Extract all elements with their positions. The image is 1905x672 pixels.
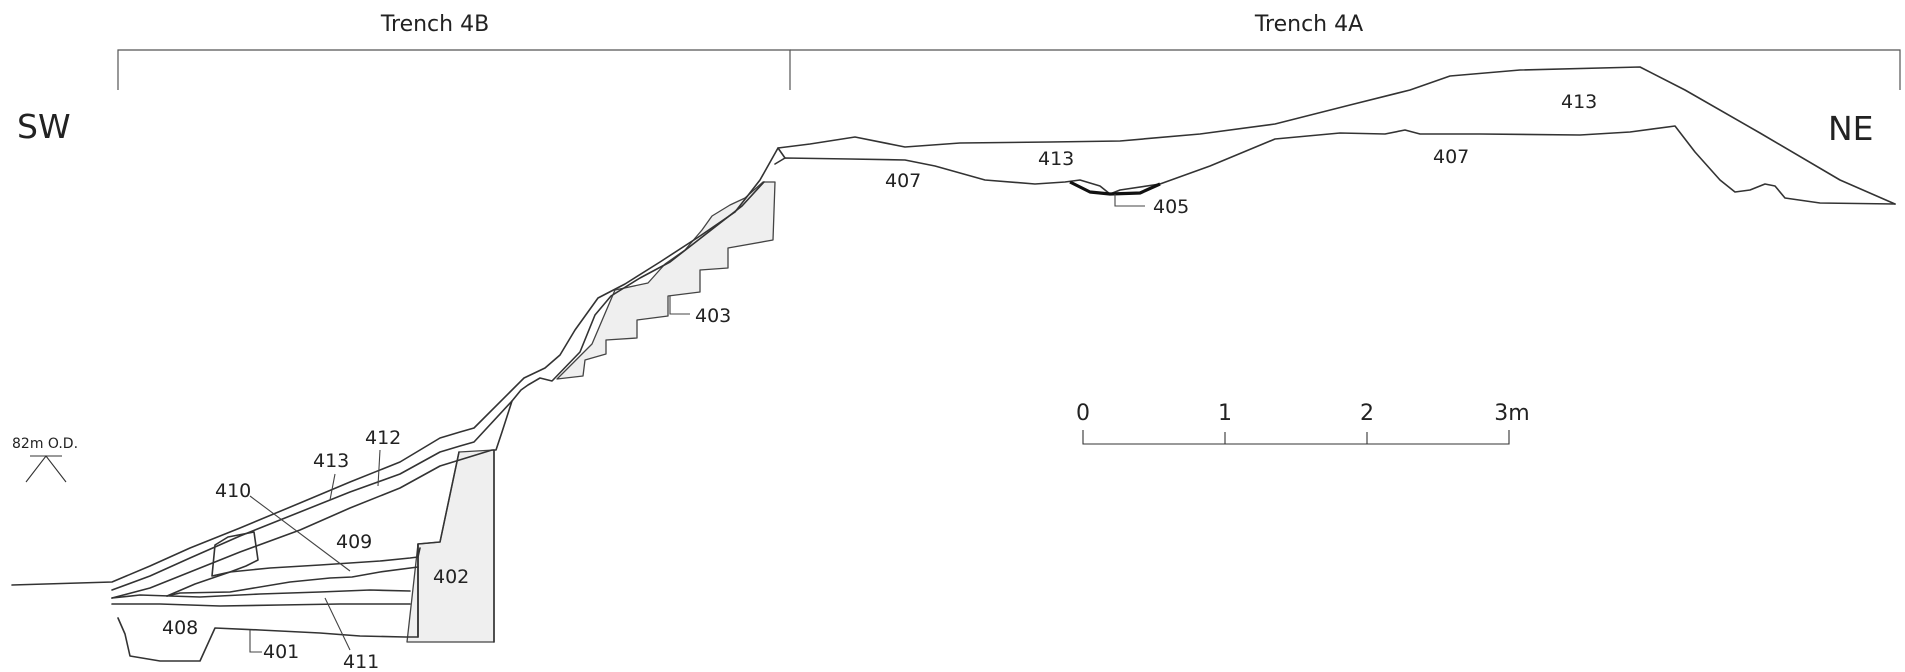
interface-407-top (774, 125, 1896, 205)
context-label-413-ne: 413 (1561, 91, 1597, 113)
interface-407-sw-edge (777, 147, 786, 159)
ground-surface (11, 66, 1896, 586)
trench-4b-bracket (117, 49, 791, 90)
datum-marker: 82m O.D. (12, 436, 78, 483)
context-label-408: 408 (162, 617, 198, 639)
interface-412-413 (111, 181, 765, 591)
leader-413-sw (329, 473, 336, 501)
scale-label-1: 1 (1218, 401, 1232, 426)
context-label-413-mid: 413 (1038, 148, 1074, 170)
wall-402-sw-face (417, 451, 460, 638)
trench-4a-label: Trench 4A (1254, 12, 1363, 37)
deposit-402-fill (406, 449, 495, 643)
datum-tripod (25, 455, 67, 483)
context-label-405: 405 (1153, 196, 1189, 218)
stone-410 (211, 531, 259, 577)
scale-label-2: 2 (1360, 401, 1374, 426)
trench-brackets (117, 49, 1901, 90)
leader-412 (377, 449, 381, 487)
context-label-407-ne: 407 (1433, 146, 1469, 168)
interface-409-top (166, 547, 421, 597)
context-label-413-sw: 413 (313, 450, 349, 472)
scale-bar-line (1082, 430, 1510, 445)
trench-4a-bracket (790, 49, 1901, 90)
context-labels: 401 402 403 405 407 407 408 409 410 411 … (162, 91, 1597, 672)
cut-405 (1069, 180, 1161, 196)
scale-label-0: 0 (1076, 401, 1090, 426)
orientation-sw: SW (17, 107, 71, 146)
leader-403 (669, 296, 690, 315)
context-label-411: 411 (343, 651, 379, 672)
context-label-409: 409 (336, 531, 372, 553)
orientation-ne: NE (1828, 109, 1874, 148)
leader-lines (249, 194, 1145, 653)
scale-bar: 0 1 2 3m (1076, 401, 1530, 445)
leader-405 (1114, 194, 1145, 207)
interface-411-top (111, 589, 411, 599)
interface-409-base (166, 566, 419, 597)
datum-label: 82m O.D. (12, 436, 78, 452)
scale-label-3m: 3m (1494, 401, 1529, 426)
section-lines (11, 66, 1896, 662)
leader-411 (324, 597, 351, 651)
trench-4b-label: Trench 4B (380, 12, 489, 37)
interface-408-base (117, 543, 419, 662)
interface-411-base (111, 603, 411, 607)
deposit-403-fill (556, 181, 776, 380)
context-label-407-sw: 407 (885, 170, 921, 192)
context-label-412: 412 (365, 427, 401, 449)
context-label-401: 401 (263, 641, 299, 663)
context-label-402: 402 (433, 566, 469, 588)
leader-410 (249, 495, 351, 572)
leader-401 (249, 630, 262, 653)
context-label-410: 410 (215, 480, 251, 502)
context-label-403: 403 (695, 305, 731, 327)
interface-412-lower (111, 400, 513, 599)
